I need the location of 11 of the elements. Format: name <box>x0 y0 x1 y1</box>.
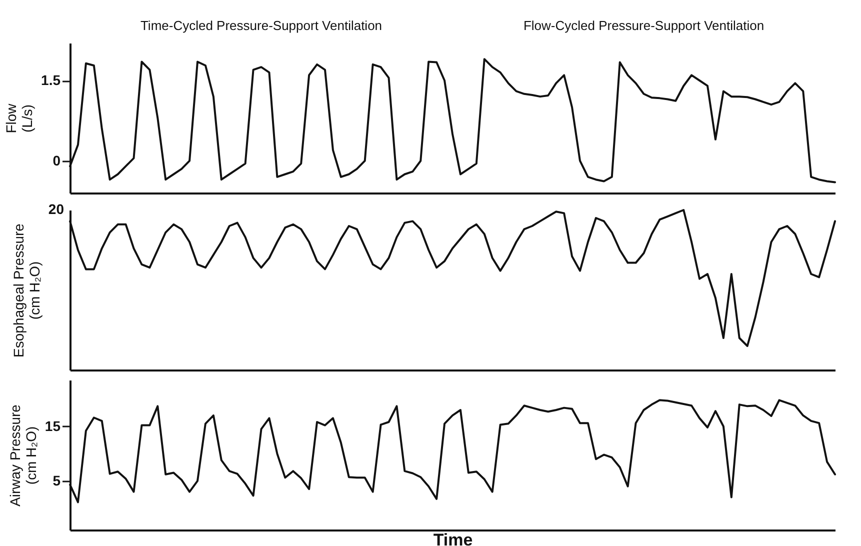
x-axis-title: Time <box>433 530 473 546</box>
y-tick-label: 15 <box>44 418 61 434</box>
y-axis-title: Airway Pressure (cm H₂O) <box>6 404 39 506</box>
y-tick-label: 5 <box>52 472 61 488</box>
y-axis-title: Flow (L/s) <box>3 102 36 134</box>
y-tick-label: 1.5 <box>41 72 61 88</box>
y-axis-title: Esophageal Pressure (cm H₂O) <box>10 223 42 358</box>
text: Time-Cycled Pressure-Support Ventilation <box>140 18 382 33</box>
text: 20 <box>48 201 64 217</box>
y-tick-label: 0 <box>52 152 61 168</box>
text: Flow-Cycled Pressure-Support Ventilation <box>523 18 764 33</box>
